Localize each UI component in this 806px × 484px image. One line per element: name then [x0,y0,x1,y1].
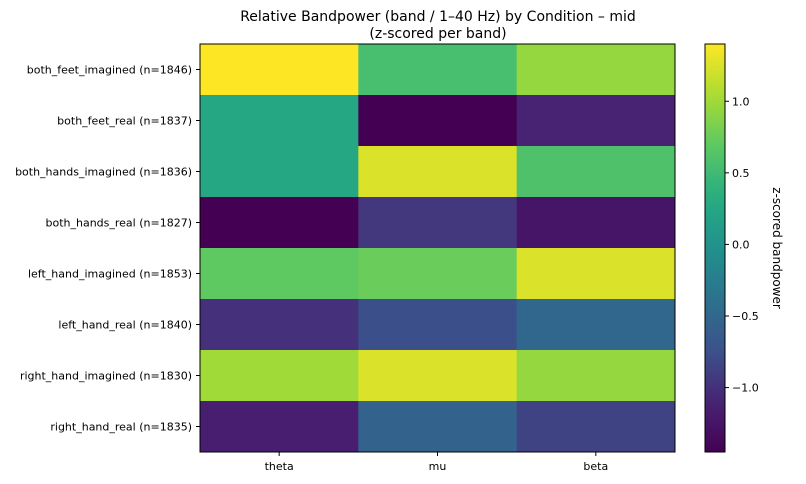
colorbar [704,43,726,453]
colorbar-tick-label: −1.0 [732,382,759,395]
colorbar-tick-label: 0.5 [732,167,750,180]
heatmap-cell [200,299,359,351]
row-labels: both_feet_imagined (n=1846) both_feet_rea… [15,64,200,434]
chart-subtitle: (z-scored per band) [369,26,506,42]
heatmap-cell [358,350,518,402]
heatmap-cell [200,146,359,198]
column-labels: theta mu beta [265,452,608,473]
heatmap-cells [200,44,676,453]
heatmap-cell [200,401,359,453]
colorbar-ticks: −1.0 −0.5 0.0 0.5 1.0 [725,95,759,395]
heatmap-cell [200,350,359,402]
heatmap-cell [358,299,518,351]
row-label: left_hand_real (n=1840) [58,319,192,332]
colorbar-tick-label: 0.0 [732,238,750,251]
heatmap-cell [200,44,359,96]
row-label: both_hands_real (n=1827) [45,217,192,230]
heatmap-cell [358,95,518,147]
row-label: right_hand_real (n=1835) [50,421,192,434]
row-label: both_feet_real (n=1837) [57,115,192,128]
row-label: both_feet_imagined (n=1846) [27,64,192,77]
colorbar-tick-label: 1.0 [732,95,750,108]
heatmap-cell [516,95,676,147]
column-label: theta [265,460,294,473]
column-label: mu [429,460,447,473]
heatmap-cell [358,146,518,198]
heatmap-cell [516,248,676,300]
heatmap-cell [200,197,359,249]
heatmap-cell [358,197,518,249]
heatmap-cell [516,197,676,249]
heatmap-cell [516,401,676,453]
heatmap-cell [200,95,359,147]
chart-title: Relative Bandpower (band / 1–40 Hz) by C… [240,9,636,25]
heatmap-cell [200,248,359,300]
column-label: beta [583,460,608,473]
heatmap-cell [516,299,676,351]
heatmap-cell [516,146,676,198]
row-label: both_hands_imagined (n=1836) [15,166,192,179]
heatmap-cell [358,44,518,96]
colorbar-label: z-scored bandpower [770,187,784,309]
heatmap-cell [516,350,676,402]
row-label: left_hand_imagined (n=1853) [28,268,192,281]
heatmap-cell [358,248,518,300]
heatmap-cell [516,44,676,96]
row-label: right_hand_imagined (n=1830) [20,370,192,383]
colorbar-tick-label: −0.5 [732,310,759,323]
heatmap-cell [358,401,518,453]
